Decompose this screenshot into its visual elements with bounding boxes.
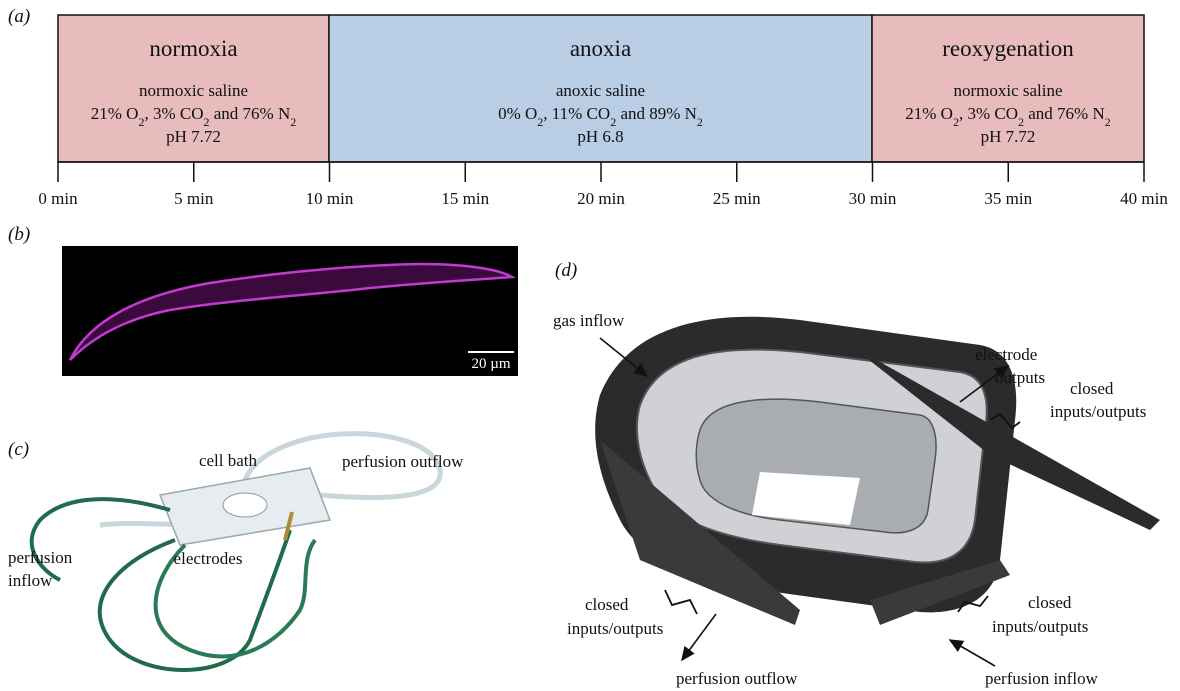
gas-part: 21% O — [91, 104, 139, 123]
phase-name: reoxygenation — [942, 36, 1074, 61]
annotation: inputs/outputs — [567, 619, 663, 638]
phase-name: normoxia — [149, 36, 237, 61]
gas-part: and 76% N — [1024, 104, 1105, 123]
phase-solution: normoxic saline — [139, 81, 248, 100]
tick-label: 40 min — [1120, 189, 1168, 208]
tick-label: 10 min — [306, 189, 354, 208]
tick-label: 15 min — [441, 189, 489, 208]
bracket — [665, 590, 697, 614]
phase-ph: pH 6.8 — [577, 127, 623, 146]
gas-part: , 3% CO — [959, 104, 1018, 123]
annotation: gas inflow — [553, 311, 625, 330]
tick-label: 30 min — [849, 189, 897, 208]
annotation: inputs/outputs — [992, 617, 1088, 636]
gas-part: 2 — [1105, 115, 1111, 129]
annotation: closed — [1028, 593, 1072, 612]
annotation: perfusion outflow — [342, 452, 464, 471]
tick-label: 20 min — [577, 189, 625, 208]
annotation: closed — [1070, 379, 1114, 398]
panel-label: (a) — [8, 6, 30, 27]
scale-bar-label: 20 µm — [471, 356, 510, 372]
gas-part: , 3% CO — [144, 104, 203, 123]
gas-part: and 76% N — [210, 104, 291, 123]
gas-part: 2 — [697, 115, 703, 129]
panel-label: (b) — [8, 224, 30, 245]
cell-bath — [223, 493, 267, 517]
phase-name: anoxia — [570, 36, 631, 61]
annotation: perfusion inflow — [985, 669, 1099, 688]
annotation: closed — [585, 595, 629, 614]
tick-label: 35 min — [984, 189, 1032, 208]
gas-part: 21% O — [905, 104, 953, 123]
phase-solution: normoxic saline — [953, 81, 1062, 100]
phase-ph: pH 7.72 — [166, 127, 221, 146]
phase-solution: anoxic saline — [556, 81, 645, 100]
panel-b: (b) 20 µm — [8, 224, 518, 376]
annotation: electrode — [975, 345, 1037, 364]
gas-part: 2 — [290, 115, 296, 129]
panel-label: (d) — [555, 260, 577, 281]
tick-label: 25 min — [713, 189, 761, 208]
figure: (a) normoxianormoxic saline21% O2, 3% CO… — [0, 0, 1180, 691]
gas-part: , 11% CO — [543, 104, 610, 123]
tick-label: 0 min — [38, 189, 78, 208]
panel-c: (c) cell bath perfusion outflow perfusio… — [8, 434, 464, 670]
panel-label: (c) — [8, 439, 29, 460]
annotation: perfusion outflow — [676, 669, 798, 688]
annotation: electrodes — [174, 549, 243, 568]
arrow — [950, 640, 995, 666]
annotation: inputs/outputs — [1050, 402, 1146, 421]
gas-part: and 89% N — [616, 104, 697, 123]
gas-part: 0% O — [498, 104, 537, 123]
panel-d: (d) gas inflow electrode outputs closed … — [553, 260, 1160, 688]
annotation: inflow — [8, 571, 53, 590]
arrow — [682, 614, 716, 660]
tick-label: 5 min — [174, 189, 214, 208]
annotation: cell bath — [199, 451, 258, 470]
electrode-wire — [32, 499, 170, 580]
phase-ph: pH 7.72 — [981, 127, 1036, 146]
annotation: perfusion — [8, 548, 73, 567]
